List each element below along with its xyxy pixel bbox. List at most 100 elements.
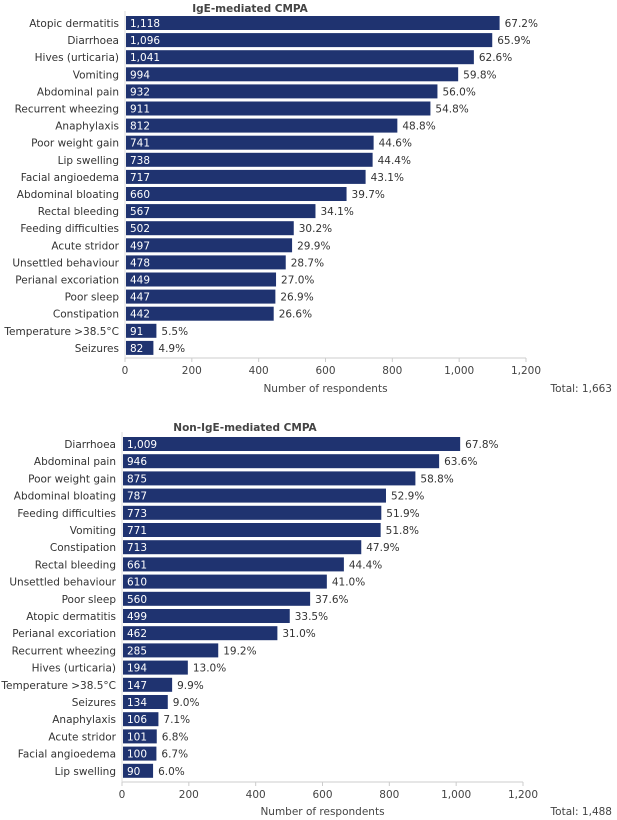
value-label: 82 — [130, 343, 143, 355]
bar — [126, 84, 438, 99]
bar — [123, 660, 188, 675]
percent-label: 67.8% — [465, 439, 498, 451]
bar — [123, 505, 382, 520]
x-tick-label: 400 — [249, 365, 269, 377]
value-label: 741 — [130, 138, 150, 150]
percent-label: 6.8% — [162, 731, 189, 743]
value-label: 462 — [127, 628, 147, 640]
value-label: 994 — [130, 69, 150, 81]
percent-label: 58.8% — [420, 473, 453, 485]
category-label: Atopic dermatitis — [26, 611, 116, 623]
category-label: Feeding difficulties — [17, 508, 116, 520]
bar — [123, 712, 159, 727]
value-label: 787 — [127, 491, 147, 503]
category-label: Atopic dermatitis — [29, 18, 119, 30]
category-label: Abdominal pain — [34, 456, 116, 468]
category-label: Perianal excoriation — [12, 628, 116, 640]
value-label: 1,009 — [127, 439, 157, 451]
percent-label: 48.8% — [402, 121, 435, 133]
percent-label: 37.6% — [315, 594, 348, 606]
percent-label: 19.2% — [223, 645, 256, 657]
value-label: 499 — [127, 611, 147, 623]
value-label: 773 — [127, 508, 147, 520]
chart-title: IgE-mediated CMPA — [192, 3, 308, 15]
bar — [123, 643, 219, 658]
bar — [123, 626, 278, 641]
value-label: 285 — [127, 645, 147, 657]
percent-label: 9.0% — [173, 697, 200, 709]
value-label: 713 — [127, 542, 147, 554]
category-label: Facial angioedema — [18, 749, 116, 761]
percent-label: 65.9% — [497, 35, 530, 47]
bar — [123, 746, 157, 761]
value-label: 610 — [127, 577, 147, 589]
bar — [126, 204, 316, 219]
percent-label: 29.9% — [297, 240, 330, 252]
percent-label: 7.1% — [163, 714, 190, 726]
category-label: Abdominal bloating — [17, 189, 119, 201]
bar — [123, 437, 461, 451]
percent-label: 47.9% — [366, 542, 399, 554]
bar — [123, 557, 344, 572]
percent-label: 44.4% — [349, 559, 382, 571]
percent-label: 44.6% — [379, 138, 412, 150]
percent-label: 67.2% — [505, 18, 538, 30]
value-label: 660 — [130, 189, 150, 201]
percent-label: 52.9% — [391, 491, 424, 503]
percent-label: 27.0% — [281, 275, 314, 287]
value-label: 147 — [127, 680, 147, 692]
bar — [123, 677, 173, 692]
percent-label: 44.4% — [378, 155, 411, 167]
category-label: Seizures — [75, 343, 119, 355]
percent-label: 59.8% — [463, 69, 496, 81]
category-label: Rectal bleeding — [35, 559, 116, 571]
percent-label: 51.9% — [386, 508, 419, 520]
percent-label: 26.6% — [279, 309, 312, 321]
category-label: Poor sleep — [62, 594, 117, 606]
percent-label: 5.5% — [161, 326, 188, 338]
x-tick-label: 600 — [312, 789, 332, 801]
category-label: Hives (urticaria) — [35, 52, 119, 64]
x-axis-label: Number of respondents — [260, 806, 384, 818]
percent-label: 13.0% — [193, 663, 226, 675]
x-tick-label: 1,000 — [444, 365, 474, 377]
value-label: 100 — [127, 749, 147, 761]
category-label: Constipation — [50, 542, 116, 554]
total-label: Total: 1,488 — [550, 806, 612, 818]
category-label: Vomiting — [73, 69, 119, 81]
value-label: 911 — [130, 104, 150, 116]
value-label: 442 — [130, 309, 150, 321]
category-label: Temperature >38.5°C — [0, 680, 116, 692]
bar — [126, 323, 157, 338]
value-label: 771 — [127, 525, 147, 537]
percent-label: 6.7% — [161, 749, 188, 761]
bar — [123, 695, 168, 709]
x-tick-label: 200 — [179, 789, 199, 801]
bar — [123, 523, 381, 537]
bar — [126, 272, 277, 287]
percent-label: 9.9% — [177, 680, 204, 692]
percent-label: 6.0% — [158, 766, 185, 778]
category-label: Diarrhoea — [64, 439, 116, 451]
value-label: 1,041 — [130, 52, 160, 64]
value-label: 738 — [130, 155, 150, 167]
category-label: Poor sleep — [65, 292, 120, 304]
x-tick-label: 400 — [246, 789, 266, 801]
category-label: Facial angioedema — [21, 172, 119, 184]
value-label: 560 — [127, 594, 147, 606]
value-label: 875 — [127, 473, 147, 485]
percent-label: 62.6% — [479, 52, 512, 64]
category-label: Diarrhoea — [67, 35, 119, 47]
category-label: Lip swelling — [58, 155, 119, 167]
bar — [126, 255, 286, 270]
bar — [123, 488, 386, 503]
value-label: 497 — [130, 240, 150, 252]
value-label: 932 — [130, 86, 150, 98]
value-label: 946 — [127, 456, 147, 468]
total-label: Total: 1,663 — [550, 383, 612, 395]
category-label: Abdominal bloating — [14, 491, 116, 503]
bar — [126, 289, 276, 304]
category-label: Recurrent wheezing — [12, 645, 116, 657]
category-label: Lip swelling — [55, 766, 116, 778]
